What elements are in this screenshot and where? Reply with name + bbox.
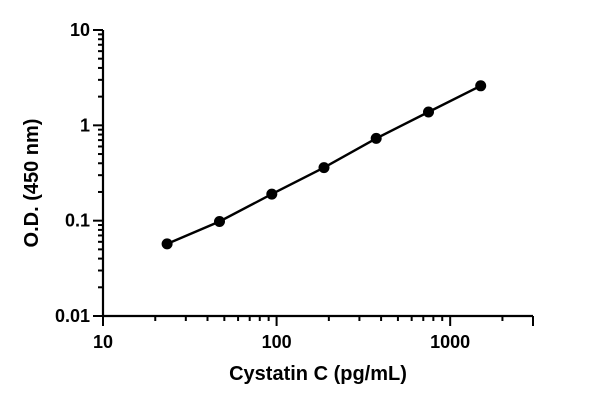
x-tick-label: 1000	[430, 332, 470, 352]
data-point	[475, 80, 487, 92]
data-point	[318, 162, 330, 174]
x-tick-label: 10	[93, 332, 113, 352]
data-point	[370, 132, 382, 144]
x-axis-title: Cystatin C (pg/mL)	[229, 363, 407, 385]
x-tick-label: 100	[262, 332, 292, 352]
y-tick-label: 0.01	[55, 306, 90, 326]
y-axis: 0.01 0.1 1 10	[55, 20, 105, 326]
y-tick-label: 1	[80, 115, 90, 135]
data-points	[161, 80, 487, 250]
data-point	[266, 188, 278, 200]
y-tick-label: 10	[70, 20, 90, 40]
y-tick-label: 0.1	[65, 211, 90, 231]
y-axis-title: O.D. (450 nm)	[21, 119, 43, 248]
data-point	[161, 238, 173, 250]
data-point	[423, 106, 434, 118]
data-point	[214, 216, 225, 227]
x-axis: 10 100 1000	[93, 314, 534, 352]
